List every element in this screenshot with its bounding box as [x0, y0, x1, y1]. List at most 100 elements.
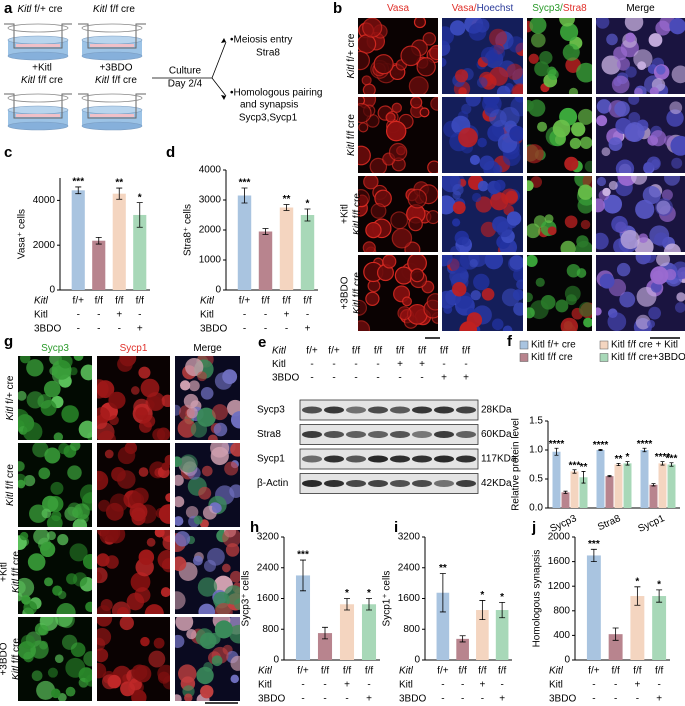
cell — [31, 670, 43, 682]
significance: * — [657, 580, 661, 591]
cell — [606, 33, 618, 46]
lane-label: - — [464, 359, 467, 370]
condition-value: - — [461, 694, 464, 705]
cell — [472, 192, 482, 203]
cell — [361, 75, 372, 86]
band — [412, 480, 432, 487]
cell — [161, 558, 170, 573]
cell — [82, 553, 92, 570]
cell — [416, 57, 436, 77]
cell — [130, 572, 151, 592]
cell — [104, 449, 114, 459]
cell — [186, 628, 197, 640]
band — [324, 480, 344, 487]
condition-row-label: Kitl — [200, 310, 214, 321]
cell — [455, 69, 469, 83]
cell — [97, 379, 109, 399]
significance: * — [500, 592, 504, 603]
y-tick-label: 1.0 — [529, 445, 543, 456]
cell — [138, 467, 149, 477]
cell — [97, 605, 111, 614]
cell — [506, 211, 522, 226]
band — [390, 455, 410, 463]
tissue — [16, 114, 60, 117]
cell — [596, 18, 610, 29]
micrograph — [97, 530, 170, 614]
condition-prefix: +Kitl — [0, 562, 10, 582]
cell — [97, 648, 109, 663]
cell — [130, 386, 140, 395]
cell — [578, 301, 592, 317]
error-bar — [581, 471, 586, 484]
x-tick-label: f/f — [136, 296, 145, 307]
cell — [175, 516, 184, 527]
cell — [596, 232, 609, 250]
cell — [636, 286, 657, 307]
cell — [656, 65, 666, 75]
cell — [179, 380, 191, 391]
well-bottom — [81, 51, 143, 61]
condition-value: - — [636, 694, 639, 705]
condition-row-label: 3BDO — [200, 324, 227, 335]
condition-value: - — [461, 680, 464, 691]
cell — [129, 502, 148, 521]
cell — [197, 577, 218, 597]
condition-value: - — [301, 680, 304, 691]
cell — [200, 386, 214, 400]
cell — [477, 180, 489, 192]
cell — [36, 680, 56, 700]
cell — [452, 218, 461, 227]
legend-swatch — [599, 353, 609, 362]
cell — [564, 285, 581, 302]
y-axis-label: Vasa⁺ cells — [17, 209, 28, 259]
cell — [21, 594, 31, 605]
band — [346, 480, 366, 487]
lane-label: f/f — [440, 346, 449, 357]
category-label: Kitl — [34, 296, 49, 307]
cell — [37, 394, 52, 409]
x-tick-label: f/+ — [437, 666, 449, 677]
error-bar — [651, 483, 656, 487]
y-tick-label: 0 — [273, 655, 279, 666]
x-tick-label: f/f — [633, 666, 642, 677]
error-bar — [283, 204, 290, 211]
cell — [650, 130, 667, 147]
cell — [27, 553, 46, 571]
condition-value: - — [264, 324, 267, 335]
micrograph — [358, 255, 438, 331]
cell — [126, 592, 145, 611]
blot-strip — [299, 424, 479, 445]
cell — [175, 496, 185, 508]
lane-label: f/+ — [328, 346, 340, 357]
cell — [628, 112, 641, 124]
cell — [426, 210, 438, 225]
condition-value: - — [592, 694, 595, 705]
y-axis-label: Sycp3⁺ cells — [241, 571, 252, 627]
cell — [568, 87, 579, 94]
y-axis-label: Stra8⁺ cells — [183, 204, 194, 256]
cell — [669, 18, 685, 35]
gene-name: Kitl — [352, 220, 363, 235]
band — [302, 455, 322, 463]
cell — [230, 655, 240, 671]
micrograph — [443, 97, 523, 173]
condition-label: Kitl f/f cre — [352, 272, 363, 314]
cell — [365, 221, 382, 239]
cell — [625, 32, 636, 43]
bar — [561, 492, 570, 508]
significance: **** — [549, 439, 565, 450]
cell — [116, 606, 129, 614]
micrograph — [596, 176, 681, 252]
cell — [41, 508, 52, 519]
x-tick-label: f/+ — [73, 296, 85, 307]
error-bar — [634, 586, 641, 606]
header-part: Merge — [626, 3, 655, 14]
cell — [516, 279, 523, 290]
genotype: f/f cre — [5, 464, 16, 489]
cell — [611, 215, 628, 233]
header-part: / — [474, 3, 477, 14]
condition-value: - — [441, 680, 444, 691]
cell — [458, 127, 478, 148]
cell — [19, 531, 29, 541]
bar — [476, 610, 489, 660]
